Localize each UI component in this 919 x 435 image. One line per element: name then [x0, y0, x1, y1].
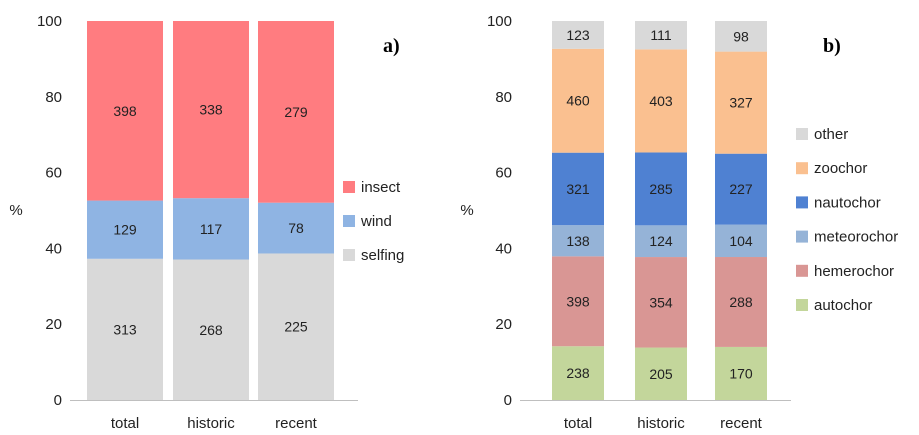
data-label-meteorochor-recent: 104	[729, 233, 753, 249]
y-tick-label: 20	[45, 316, 62, 333]
data-label-hemerochor-historic: 354	[649, 294, 673, 310]
y-tick-label: 80	[495, 89, 512, 106]
x-tick-label-recent: recent	[275, 415, 318, 432]
bar-segment-zoochor-historic	[635, 49, 687, 153]
data-label-other-recent: 98	[733, 28, 749, 44]
legend-label-meteorochor: meteorochor	[814, 229, 898, 246]
data-label-wind-total: 129	[113, 222, 137, 238]
legend-label-wind: wind	[360, 213, 392, 230]
bar-segment-meteorochor-total	[552, 225, 604, 257]
legend-label-nautochor: nautochor	[814, 194, 881, 211]
y-tick-label: 100	[37, 13, 62, 30]
data-label-zoochor-recent: 327	[729, 95, 753, 111]
legend-label-hemerochor: hemerochor	[814, 263, 894, 280]
bar-segment-hemerochor-total	[552, 256, 604, 347]
data-label-insect-historic: 338	[199, 102, 223, 118]
x-tick-label-recent: recent	[720, 415, 763, 432]
bar-segment-other-total	[552, 21, 604, 49]
legend-swatch-hemerochor	[796, 264, 808, 277]
data-label-insect-total: 398	[113, 103, 137, 119]
y-tick-label: 40	[495, 240, 512, 257]
y-tick-label: 60	[495, 165, 512, 182]
legend-label-other: other	[814, 126, 848, 143]
bar-segment-selfing-historic	[173, 259, 249, 400]
data-label-hemerochor-total: 398	[566, 293, 590, 309]
bar-segment-wind-historic	[173, 198, 249, 260]
bar-segment-insect-total	[87, 21, 163, 201]
y-tick-label: 0	[54, 392, 62, 409]
data-label-wind-historic: 117	[200, 221, 223, 237]
y-axis-label: %	[9, 202, 22, 219]
bar-segment-selfing-recent	[258, 253, 334, 400]
y-tick-label: 0	[504, 392, 512, 409]
data-label-zoochor-historic: 403	[649, 93, 673, 109]
bar-segment-zoochor-recent	[715, 51, 767, 154]
legend-label-zoochor: zoochor	[814, 160, 867, 177]
legend-swatch-meteorochor	[796, 230, 808, 243]
chart-panel-a: 0 20 40 60 80 100% 313 129 398 total 268 117 338 hist…	[9, 13, 404, 432]
data-label-other-historic: 111	[650, 27, 671, 43]
legend-label-selfing: selfing	[361, 247, 404, 264]
data-label-wind-recent: 78	[288, 220, 304, 236]
bar-segment-autochor-recent	[715, 346, 767, 400]
legend-swatch-selfing	[343, 249, 355, 261]
data-label-autochor-historic: 205	[649, 366, 673, 382]
legend-swatch-zoochor	[796, 162, 808, 175]
data-label-selfing-total: 313	[113, 321, 137, 337]
data-label-autochor-total: 238	[566, 365, 590, 381]
y-tick-label: 80	[45, 89, 62, 106]
bar-segment-nautochor-total	[552, 152, 604, 226]
data-label-selfing-recent: 225	[284, 319, 308, 335]
x-tick-label-historic: historic	[187, 415, 235, 432]
legend-swatch-wind	[343, 215, 355, 227]
bar-segment-hemerochor-recent	[715, 257, 767, 347]
data-label-selfing-historic: 268	[199, 322, 223, 338]
legend-swatch-insect	[343, 181, 355, 193]
x-tick-label-total: total	[564, 415, 592, 432]
data-label-meteorochor-historic: 124	[649, 233, 673, 249]
legend-label-autochor: autochor	[814, 297, 872, 314]
bar-segment-meteorochor-recent	[715, 224, 767, 258]
bar-segment-other-historic	[635, 21, 687, 50]
bar-segment-insect-recent	[258, 21, 334, 203]
bar-segment-nautochor-recent	[715, 153, 767, 225]
panel-label: b)	[823, 35, 841, 57]
bar-segment-zoochor-total	[552, 48, 604, 153]
y-tick-label: 100	[487, 13, 512, 30]
y-tick-label: 60	[45, 165, 62, 182]
y-tick-label: 40	[45, 240, 62, 257]
bar-segment-insect-historic	[173, 21, 249, 199]
panel-label: a)	[383, 35, 400, 57]
data-label-nautochor-total: 321	[566, 181, 590, 197]
y-tick-label: 20	[495, 316, 512, 333]
bar-segment-hemerochor-historic	[635, 257, 687, 348]
bar-segment-autochor-historic	[635, 347, 687, 400]
data-label-nautochor-recent: 227	[729, 181, 753, 197]
bar-segment-meteorochor-historic	[635, 225, 687, 258]
y-axis-label: %	[460, 202, 473, 219]
bar-segment-wind-total	[87, 200, 163, 259]
data-label-other-total: 123	[566, 27, 590, 43]
x-tick-label-total: total	[111, 415, 139, 432]
bar-segment-nautochor-historic	[635, 152, 687, 226]
bar-segment-selfing-total	[87, 258, 163, 400]
data-label-insect-recent: 279	[284, 104, 308, 120]
bar-segment-wind-recent	[258, 202, 334, 254]
x-tick-label-historic: historic	[637, 415, 685, 432]
data-label-hemerochor-recent: 288	[729, 294, 753, 310]
legend-swatch-other	[796, 128, 808, 140]
data-label-meteorochor-total: 138	[566, 233, 590, 249]
data-label-nautochor-historic: 285	[649, 181, 673, 197]
legend-swatch-nautochor	[796, 196, 808, 209]
chart-panel-b: 0 20 40 60 80 100% 238 398 138 321 460 123 total 205 3…	[460, 13, 898, 432]
data-label-autochor-recent: 170	[729, 365, 753, 381]
legend-swatch-autochor	[796, 299, 808, 311]
legend-label-insect: insect	[361, 179, 401, 196]
bar-segment-other-recent	[715, 21, 767, 52]
bar-segment-autochor-total	[552, 346, 604, 400]
data-label-zoochor-total: 460	[566, 93, 590, 109]
